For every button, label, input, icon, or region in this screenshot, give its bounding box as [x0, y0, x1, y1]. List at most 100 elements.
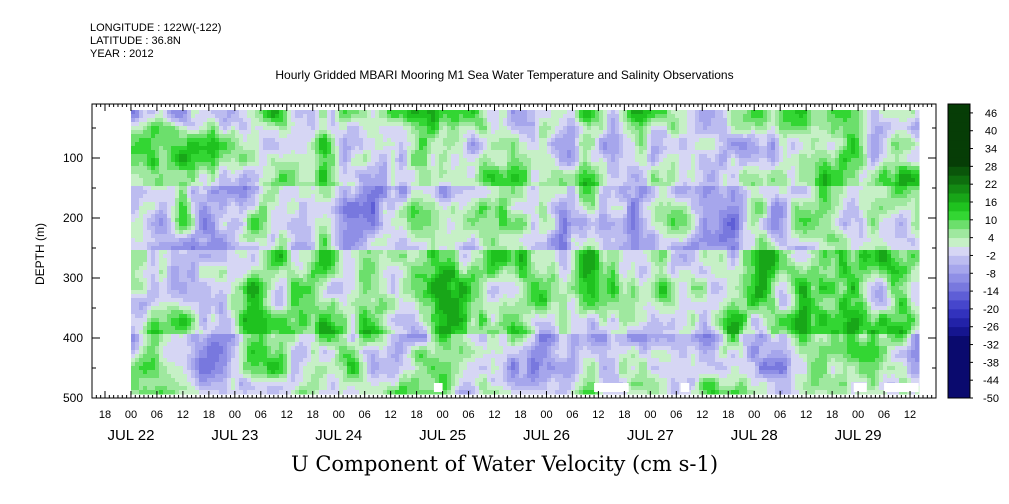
heatmap-cell	[183, 274, 188, 279]
heatmap-cell	[155, 158, 160, 163]
heatmap-cell	[163, 322, 168, 327]
heatmap-cell	[211, 190, 216, 195]
heatmap-cell	[359, 314, 364, 319]
heatmap-cell	[179, 158, 184, 163]
heatmap-cell	[351, 374, 356, 379]
heatmap-cell	[235, 390, 240, 395]
heatmap-cell	[259, 330, 264, 335]
heatmap-cell	[279, 162, 284, 167]
heatmap-cell	[151, 242, 156, 247]
heatmap-cell	[339, 278, 344, 283]
heatmap-cell	[403, 170, 408, 175]
heatmap-cell	[167, 350, 172, 355]
heatmap-cell	[303, 170, 308, 175]
heatmap-cell	[279, 118, 284, 123]
heatmap-cell	[171, 358, 176, 363]
heatmap-cell	[387, 310, 392, 315]
heatmap-cell	[251, 230, 256, 235]
heatmap-cell	[215, 382, 220, 387]
heatmap-cell	[303, 174, 308, 179]
heatmap-cell	[143, 326, 148, 331]
heatmap-cell	[147, 158, 152, 163]
heatmap-cell	[363, 178, 368, 183]
heatmap-cell	[199, 122, 204, 127]
heatmap-cell	[227, 358, 232, 363]
heatmap-cell	[399, 110, 404, 115]
heatmap-cell	[131, 150, 136, 155]
heatmap-cell	[403, 338, 408, 343]
heatmap-cell	[323, 234, 328, 239]
heatmap-cell	[299, 218, 304, 223]
heatmap-cell	[163, 118, 168, 123]
heatmap-cell	[363, 382, 368, 387]
heatmap-cell	[247, 262, 252, 267]
heatmap-cell	[395, 242, 400, 247]
heatmap-cell	[215, 302, 220, 307]
heatmap-cell	[343, 266, 348, 271]
heatmap-cell	[131, 302, 136, 307]
heatmap-cell	[295, 146, 300, 151]
heatmap-cell	[283, 202, 288, 207]
heatmap-cell	[171, 230, 176, 235]
heatmap-cell	[347, 318, 352, 323]
heatmap-cell	[399, 302, 404, 307]
heatmap-cell	[219, 146, 224, 151]
heatmap-cell	[311, 350, 316, 355]
heatmap-cell	[179, 230, 184, 235]
heatmap-cell	[347, 150, 352, 155]
heatmap-cell	[139, 358, 144, 363]
heatmap-cell	[247, 318, 252, 323]
heatmap-cell	[307, 390, 312, 395]
heatmap-cell	[199, 222, 204, 227]
heatmap-cell	[243, 334, 248, 339]
heatmap-cell	[143, 234, 148, 239]
heatmap-cell	[335, 218, 340, 223]
heatmap-cell	[263, 302, 268, 307]
heatmap-cell	[223, 302, 228, 307]
heatmap-cell	[195, 330, 200, 335]
heatmap-cell	[307, 182, 312, 187]
heatmap-cell	[231, 306, 236, 311]
heatmap-cell	[375, 154, 380, 159]
heatmap-cell	[387, 298, 392, 303]
heatmap-cell	[159, 326, 164, 331]
heatmap-cell	[387, 162, 392, 167]
heatmap-cell	[335, 366, 340, 371]
heatmap-cell	[355, 294, 360, 299]
heatmap-cell	[187, 350, 192, 355]
heatmap-cell	[387, 202, 392, 207]
heatmap-cell	[167, 250, 172, 255]
heatmap-cell	[179, 126, 184, 131]
heatmap-cell	[235, 114, 240, 119]
heatmap-cell	[311, 286, 316, 291]
heatmap-cell	[295, 150, 300, 155]
heatmap-cell	[171, 198, 176, 203]
heatmap-cell	[315, 110, 320, 115]
heatmap-cell	[331, 346, 336, 351]
heatmap-cell	[187, 270, 192, 275]
heatmap-cell	[163, 190, 168, 195]
heatmap-cell	[403, 354, 408, 359]
heatmap-cell	[167, 170, 172, 175]
heatmap-cell	[135, 186, 140, 191]
heatmap-cell	[403, 190, 408, 195]
heatmap-cell	[363, 298, 368, 303]
heatmap-cell	[279, 286, 284, 291]
heatmap-cell	[315, 158, 320, 163]
heatmap-cell	[367, 150, 372, 155]
heatmap-cell	[203, 218, 208, 223]
heatmap-cell	[339, 238, 344, 243]
heatmap-cell	[323, 330, 328, 335]
heatmap-cell	[235, 226, 240, 231]
heatmap-cell	[159, 386, 164, 391]
heatmap-cell	[395, 146, 400, 151]
heatmap-cell	[395, 318, 400, 323]
heatmap-cell	[371, 126, 376, 131]
heatmap-cell	[327, 246, 332, 251]
heatmap-cell	[219, 306, 224, 311]
heatmap-cell	[251, 262, 256, 267]
heatmap-cell	[335, 386, 340, 391]
heatmap-cell	[283, 370, 288, 375]
heatmap-cell	[403, 350, 408, 355]
heatmap-cell	[207, 250, 212, 255]
